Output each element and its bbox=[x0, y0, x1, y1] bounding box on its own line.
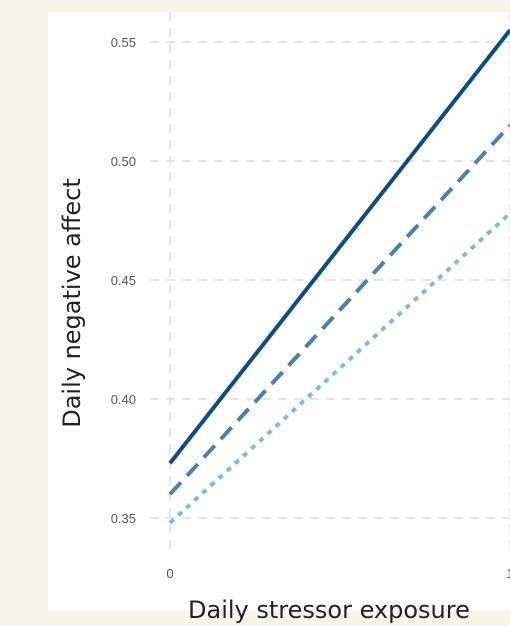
series-line-solid bbox=[168, 28, 510, 465]
grid bbox=[150, 12, 510, 555]
series-line-dashed bbox=[168, 123, 510, 496]
y-tick-label: 0.50 bbox=[111, 154, 136, 169]
tick-labels: 0.55 0.50 0.45 0.40 0.35 0 1 bbox=[111, 35, 510, 581]
series-group bbox=[168, 28, 510, 525]
plot-panel bbox=[48, 12, 510, 610]
y-tick-label: 0.40 bbox=[111, 392, 136, 407]
x-tick-label: 1 bbox=[506, 566, 510, 581]
x-axis-title: Daily stressor exposure bbox=[188, 596, 470, 624]
y-axis-title: Daily negative affect bbox=[58, 178, 86, 428]
y-tick-label: 0.35 bbox=[111, 511, 136, 526]
x-tick-label: 0 bbox=[166, 566, 173, 581]
y-tick-label: 0.45 bbox=[111, 273, 136, 288]
y-tick-label: 0.55 bbox=[111, 35, 136, 50]
